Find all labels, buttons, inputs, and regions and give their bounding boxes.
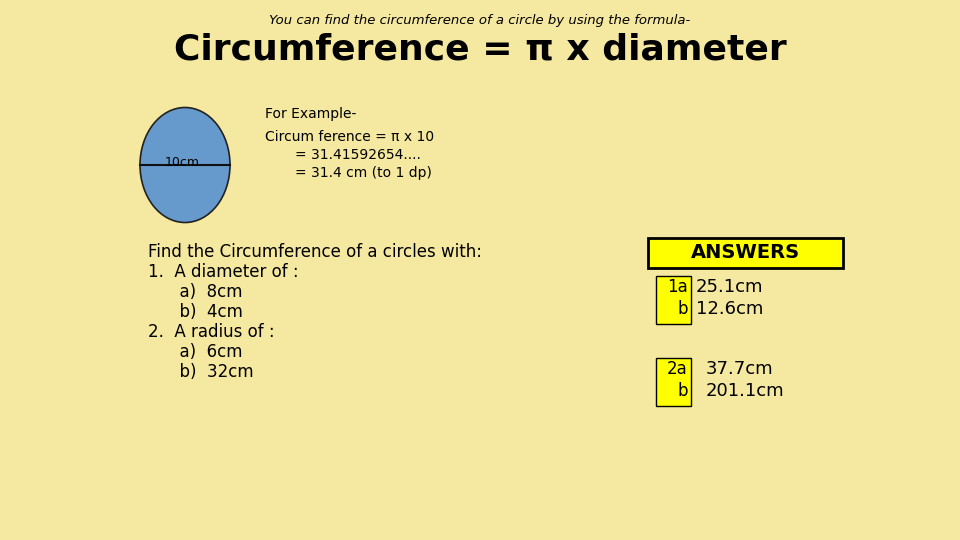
Text: a)  6cm: a) 6cm bbox=[148, 343, 243, 361]
Text: b)  4cm: b) 4cm bbox=[148, 303, 243, 321]
Text: 1.  A diameter of :: 1. A diameter of : bbox=[148, 263, 299, 281]
Text: 37.7cm: 37.7cm bbox=[706, 360, 774, 378]
Text: a)  8cm: a) 8cm bbox=[148, 283, 243, 301]
Text: b: b bbox=[678, 382, 688, 400]
Text: You can find the circumference of a circle by using the formula-: You can find the circumference of a circ… bbox=[270, 14, 690, 27]
FancyBboxPatch shape bbox=[656, 358, 691, 406]
Text: 2.  A radius of :: 2. A radius of : bbox=[148, 323, 275, 341]
Text: 25.1cm: 25.1cm bbox=[696, 278, 763, 296]
Text: 10cm: 10cm bbox=[164, 156, 200, 168]
Text: 201.1cm: 201.1cm bbox=[706, 382, 784, 400]
Text: b)  32cm: b) 32cm bbox=[148, 363, 253, 381]
Ellipse shape bbox=[140, 107, 230, 222]
Text: 2a: 2a bbox=[667, 360, 688, 378]
FancyBboxPatch shape bbox=[656, 276, 691, 324]
Text: 1a: 1a bbox=[667, 278, 688, 296]
FancyBboxPatch shape bbox=[648, 238, 843, 268]
Text: ANSWERS: ANSWERS bbox=[691, 244, 800, 262]
Text: Circumference = π x diameter: Circumference = π x diameter bbox=[174, 32, 786, 66]
Text: For Example-: For Example- bbox=[265, 107, 356, 121]
Text: Circum ference = π x 10: Circum ference = π x 10 bbox=[265, 130, 434, 144]
Text: = 31.4 cm (to 1 dp): = 31.4 cm (to 1 dp) bbox=[295, 166, 432, 180]
Text: 12.6cm: 12.6cm bbox=[696, 300, 763, 318]
Text: Find the Circumference of a circles with:: Find the Circumference of a circles with… bbox=[148, 243, 482, 261]
Text: = 31.41592654....: = 31.41592654.... bbox=[295, 148, 420, 162]
Text: b: b bbox=[678, 300, 688, 318]
